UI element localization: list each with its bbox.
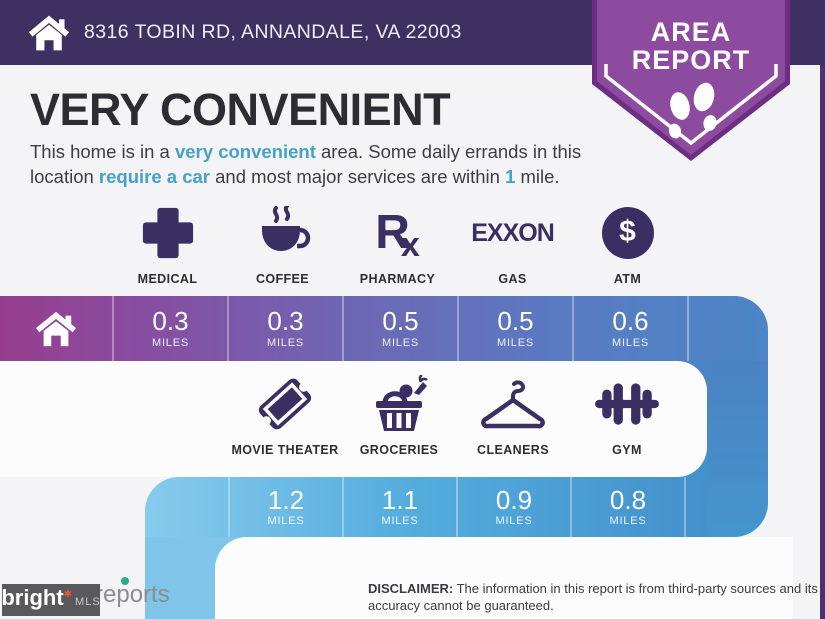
- service-cleaners: CLEANERS: [456, 374, 570, 457]
- row2-card: [0, 361, 707, 477]
- disclaimer-card: [215, 537, 793, 619]
- distance-cell: 0.5 MILES: [457, 296, 572, 361]
- bar2-tail: [684, 477, 707, 537]
- rx-letter-r: R: [375, 206, 410, 259]
- dollar-circle-icon: $: [601, 203, 654, 263]
- distance-cell: 0.8 MILES: [570, 477, 684, 537]
- disclaimer-text: DISCLAIMER: The information in this repo…: [368, 581, 818, 613]
- badge-line1: AREA: [651, 17, 732, 47]
- footprints-icon: [668, 82, 717, 139]
- service-medical: MEDICAL: [110, 203, 225, 286]
- service-label: ATM: [613, 272, 642, 286]
- bright-mls-logo: bright ✱ MLS: [1, 584, 101, 616]
- logo-brand-text: bright: [1, 585, 64, 610]
- logo-dot-icon: [121, 577, 129, 585]
- bar-connector-right: [707, 360, 768, 537]
- summary-text: This home is in a: [30, 141, 175, 162]
- distance-bar-2: 1.2 MILES 1.1 MILES 0.9 MILES 0.8 MILES: [145, 477, 707, 537]
- distance-cell: 0.6 MILES: [572, 296, 687, 361]
- home-icon: [28, 15, 70, 50]
- summary-text: and most major services are within: [209, 165, 506, 187]
- services-row-1: MEDICAL COFFEE Rx PHARMACY EXXON: [110, 203, 685, 286]
- service-label: GROCERIES: [359, 443, 439, 457]
- service-label: MEDICAL: [137, 272, 198, 286]
- walkability-headline: VERY CONVENIENT: [30, 84, 451, 135]
- disclaimer-label: DISCLAIMER:: [368, 581, 454, 596]
- walkability-summary: This home is in a very convenient area. …: [30, 140, 595, 189]
- service-label: GYM: [612, 443, 642, 457]
- distance-cell: 0.3 MILES: [112, 296, 227, 361]
- bar1-tail: [687, 296, 768, 361]
- distance-cell: 1.2 MILES: [228, 477, 342, 537]
- service-atm: $ ATM: [570, 203, 685, 286]
- distance-bar-1: 0.3 MILES 0.3 MILES 0.5 MILES 0.5 MILES …: [0, 296, 768, 361]
- exxon-logo-icon: EXXON: [471, 218, 555, 247]
- logo-asterisk-icon: ✱: [63, 589, 73, 600]
- distance-cell: 1.1 MILES: [342, 477, 456, 537]
- summary-highlight-convenient: very convenient: [174, 141, 316, 162]
- service-groceries: GROCERIES: [342, 374, 456, 457]
- house-icon: [36, 311, 76, 346]
- home-marker-cell: [0, 296, 112, 361]
- services-row-2: MOVIE THEATER GROCERIES: [228, 374, 684, 457]
- distance-cell: 0.9 MILES: [456, 477, 570, 537]
- service-gym: GYM: [570, 374, 684, 457]
- badge-line2: REPORT: [632, 45, 751, 75]
- service-coffee: COFFEE: [225, 203, 340, 286]
- coffee-cup-icon: [255, 203, 311, 263]
- reports-watermark: reports: [95, 581, 170, 608]
- area-report-badge: AREA REPORT: [592, 0, 790, 161]
- dollar-symbol: $: [619, 215, 636, 248]
- property-address: 8316 TOBIN RD, ANNANDALE, VA 22003: [84, 21, 462, 43]
- service-label: PHARMACY: [359, 272, 436, 286]
- service-label: MOVIE THEATER: [231, 443, 339, 457]
- bar2-lead: [145, 477, 228, 537]
- summary-text: area. Some daily errands in this locatio…: [30, 141, 582, 187]
- service-movie-theater: MOVIE THEATER: [228, 374, 342, 457]
- badge-white-border: [604, 64, 778, 146]
- service-pharmacy: Rx PHARMACY: [340, 203, 455, 287]
- distance-cell: 0.5 MILES: [342, 296, 457, 361]
- logo-sub-text: MLS: [75, 596, 101, 608]
- dumbbell-icon: [594, 374, 660, 434]
- rx-letter-x: x: [400, 226, 420, 264]
- grocery-basket-icon: [370, 374, 428, 434]
- summary-text: mile.: [515, 165, 560, 187]
- service-label: COFFEE: [255, 272, 310, 286]
- distance-cell: 0.3 MILES: [227, 296, 342, 361]
- rx-icon: Rx: [375, 203, 420, 263]
- service-label: GAS: [498, 272, 527, 286]
- hanger-icon: [481, 374, 545, 434]
- badge-inner-shape: [597, 0, 785, 155]
- right-edge-stripe: [820, 65, 825, 619]
- service-gas: EXXON GAS: [455, 203, 570, 287]
- medical-cross-icon: [141, 203, 195, 263]
- service-label: CLEANERS: [477, 443, 549, 457]
- summary-highlight-mile: 1: [505, 165, 516, 187]
- movie-ticket-icon: [254, 374, 316, 434]
- summary-highlight-car: require a car: [98, 165, 210, 187]
